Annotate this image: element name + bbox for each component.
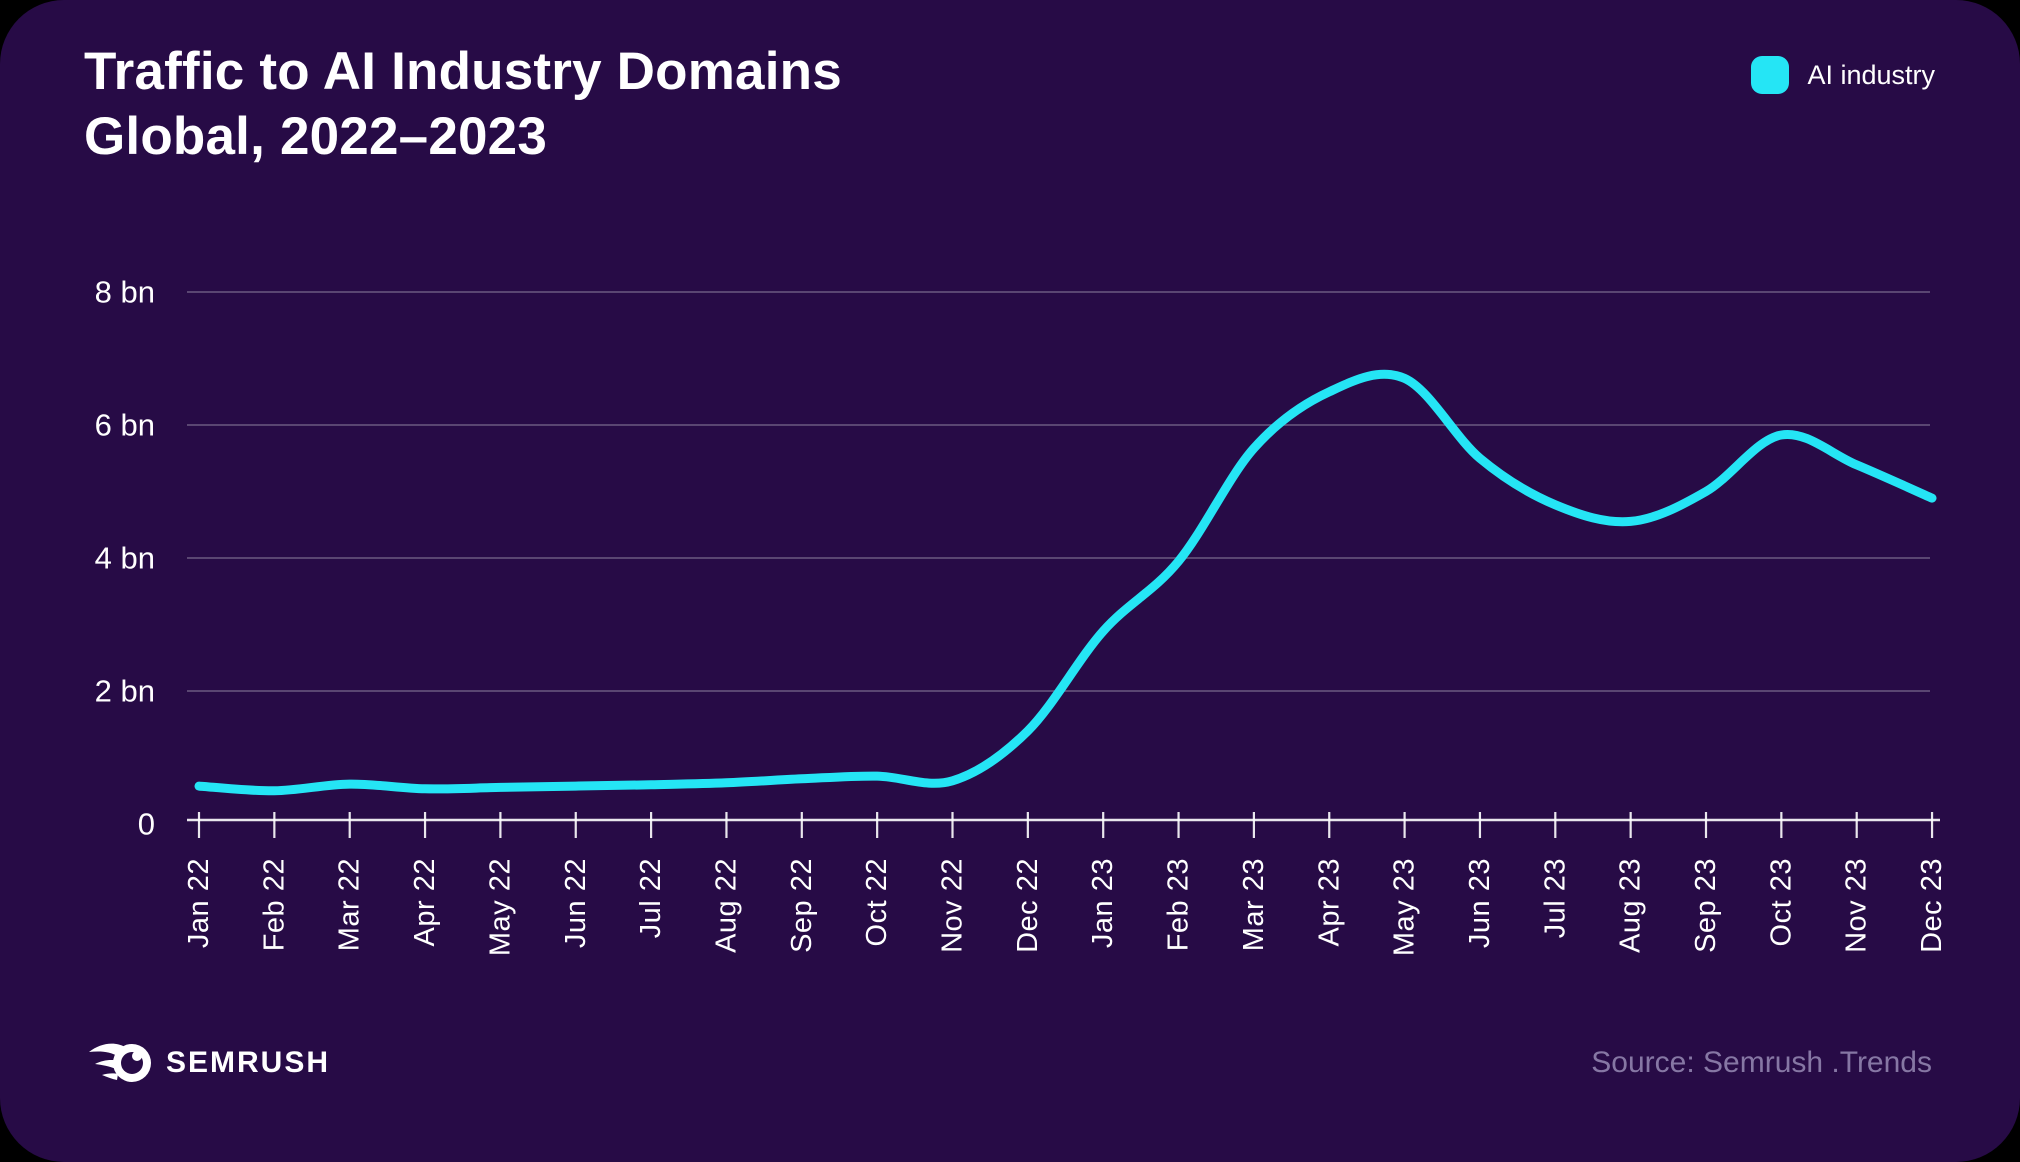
x-axis-label: Jan 22 (183, 858, 215, 948)
page-title-line2: Global, 2022–2023 (84, 106, 548, 166)
y-axis-label: 2 bn (95, 674, 155, 709)
legend-label: AI industry (1807, 59, 1935, 90)
x-axis-label: Nov 23 (1841, 858, 1873, 953)
y-axis-label: 4 bn (95, 541, 155, 576)
x-axis-label: Mar 22 (334, 858, 366, 951)
x-axis-label: Sep 23 (1690, 858, 1722, 953)
x-axis-label: Jan 23 (1087, 858, 1119, 948)
page-title-line1: Traffic to AI Industry Domains (84, 42, 842, 101)
x-axis-label: Dec 22 (1012, 858, 1044, 953)
source-note: Source: Semrush .Trends (1591, 1046, 1932, 1079)
x-axis-label: May 23 (1389, 858, 1421, 956)
x-axis-label: Sep 22 (786, 858, 818, 953)
y-axis-label: 8 bn (95, 275, 155, 310)
x-axis-label: Aug 23 (1615, 858, 1647, 953)
x-axis-label: Feb 22 (258, 858, 290, 951)
x-axis-label: Aug 22 (710, 858, 742, 953)
x-axis-label: Jul 22 (635, 858, 667, 938)
x-axis-label: Jun 22 (560, 858, 592, 948)
semrush-logo: SEMRUSH (88, 1041, 330, 1085)
x-axis-label: Nov 22 (937, 858, 969, 953)
x-axis-label: Dec 23 (1916, 858, 1948, 953)
y-axis-label: 0 (138, 807, 155, 842)
x-axis-label: Mar 23 (1238, 858, 1270, 951)
x-axis-label: Feb 23 (1163, 858, 1195, 951)
series-line-ai-industry (194, 369, 1937, 796)
x-axis-label: Apr 22 (409, 858, 441, 946)
semrush-comet-icon (89, 1043, 151, 1082)
x-axis-label: Oct 22 (861, 858, 893, 946)
page-title: Traffic to AI Industry Domains Global, 20… (84, 40, 1935, 169)
x-axis-label: Jul 23 (1539, 858, 1571, 938)
x-axis-label: Jun 23 (1464, 858, 1496, 948)
x-axis-label: Oct 23 (1765, 858, 1797, 946)
chart-footer: SEMRUSH Source: Semrush .Trends (88, 1040, 1932, 1086)
chart-header: Traffic to AI Industry Domains Global, 20… (84, 40, 1935, 169)
y-axis-label: 6 bn (95, 408, 155, 443)
x-axis-label: May 22 (484, 858, 516, 956)
x-axis-label: Apr 23 (1313, 858, 1345, 946)
semrush-logo-text: SEMRUSH (166, 1046, 331, 1079)
legend: AI industry (1751, 56, 1935, 94)
legend-swatch (1751, 56, 1790, 94)
